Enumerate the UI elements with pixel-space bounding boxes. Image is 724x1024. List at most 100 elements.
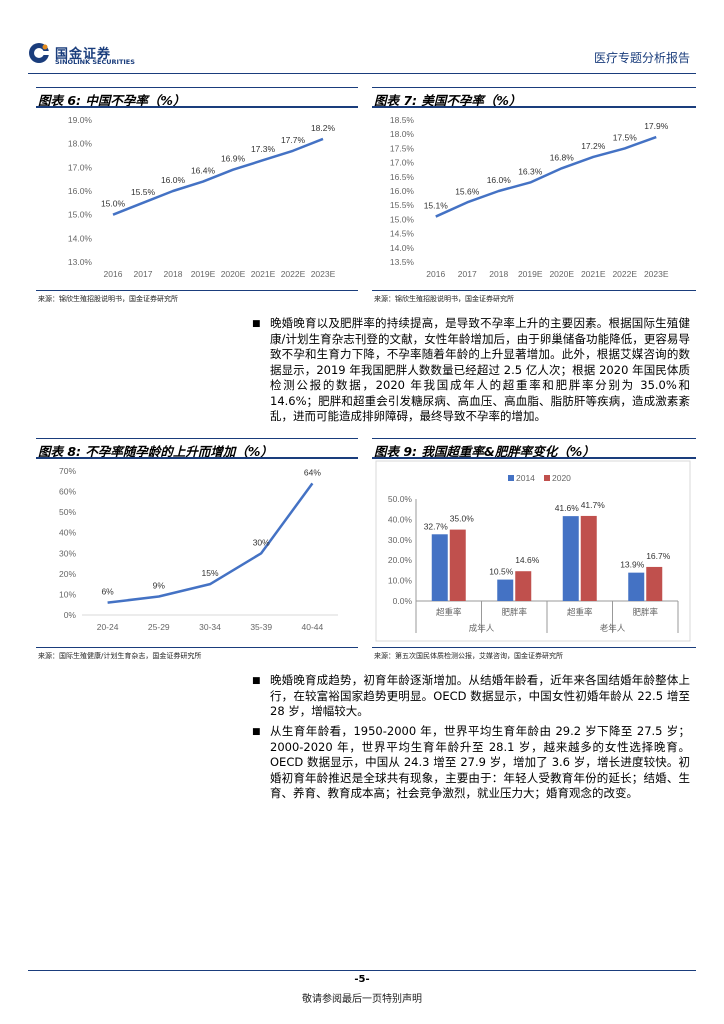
fig9-xtick: 超重率 bbox=[567, 607, 593, 617]
fig7-ytick: 14.0% bbox=[390, 243, 415, 253]
fig7-xtick: 2018 bbox=[489, 269, 508, 279]
fig7-ytick: 16.5% bbox=[390, 172, 415, 182]
fig7-xtick: 2021E bbox=[581, 269, 606, 279]
fig9-ytick: 50.0% bbox=[388, 494, 413, 504]
fig6-ytick: 16.0% bbox=[68, 186, 93, 196]
fig9-group-label: 成年人 bbox=[469, 623, 495, 633]
fig6-data-label: 16.9% bbox=[221, 154, 246, 164]
fig6-data-label: 16.4% bbox=[191, 166, 216, 176]
footer-disclaimer: 敬请参阅最后一页特别声明 bbox=[302, 994, 422, 1005]
fig9-legend-label-2020: 2020 bbox=[552, 473, 571, 483]
page-number: -5- bbox=[354, 974, 370, 985]
fig6-xtick: 2023E bbox=[311, 269, 336, 279]
fig7-data-label: 17.5% bbox=[613, 132, 638, 142]
fig7-ytick: 17.0% bbox=[390, 158, 415, 168]
fig7-data-label: 17.2% bbox=[581, 141, 606, 151]
logo-chinese-name: 国金证券 bbox=[55, 47, 112, 62]
fig8-chart: 0% 10% 20% 30% 40% 50% 60% 70% 20-24 25-29 30-34 35… bbox=[36, 459, 358, 645]
fig7-xtick: 2020E bbox=[549, 269, 574, 279]
paragraph-infertility-factors: 晚婚晚育以及肥胖率的持续提高，是导致不孕率上升的主要因素。根据国际生殖健康/计划… bbox=[270, 316, 690, 423]
fig6-data-label: 15.5% bbox=[131, 187, 156, 197]
fig7-data-label: 16.0% bbox=[487, 175, 512, 185]
paragraph3-bullet: ■ bbox=[252, 727, 261, 737]
fig7-data-label: 16.3% bbox=[518, 166, 543, 176]
fig9-legend-label-2014: 2014 bbox=[516, 473, 535, 483]
fig8-ytick: 30% bbox=[59, 548, 76, 558]
fig6-source: 来源：锦欣生殖招股说明书，国金证券研究所 bbox=[38, 295, 178, 303]
report-type: 医疗专题分析报告 bbox=[593, 51, 690, 65]
fig6-ytick: 18.0% bbox=[68, 139, 93, 149]
fig8-data-label: 30% bbox=[253, 537, 270, 547]
fig9-title: 图表 9: 我国超重率&肥胖率变化（%） bbox=[374, 444, 595, 459]
fig9-top-rule bbox=[372, 438, 696, 439]
fig7-data-label: 15.1% bbox=[424, 201, 449, 211]
fig8-xtick: 25-29 bbox=[148, 622, 170, 632]
fig9-plot-frame bbox=[375, 460, 691, 642]
fig6-series-line bbox=[112, 137, 324, 216]
fig8-ytick: 60% bbox=[59, 487, 76, 497]
fig9-xtick: 超重率 bbox=[436, 607, 462, 617]
fig7-xtick: 2023E bbox=[644, 269, 669, 279]
fig9-legend-swatch-2020 bbox=[544, 475, 550, 481]
fig7-data-label: 16.8% bbox=[550, 152, 575, 162]
sinolink-logo-icon bbox=[29, 43, 49, 63]
fig8-ytick: 0% bbox=[64, 610, 77, 620]
fig9-title-rule bbox=[372, 457, 696, 459]
fig7-series-line bbox=[435, 135, 657, 218]
fig7-xtick: 2016 bbox=[426, 269, 445, 279]
fig8-data-label: 9% bbox=[153, 580, 166, 590]
fig6-top-rule bbox=[36, 87, 358, 88]
fig9-ytick: 30.0% bbox=[388, 535, 413, 545]
paragraph-childbearing-age: 从生育年龄看，1950-2000 年，世界平均生育年龄由 29.2 岁下降至 2… bbox=[270, 724, 690, 800]
fig7-ytick: 18.0% bbox=[390, 129, 415, 139]
fig9-xtick: 肥胖率 bbox=[632, 607, 658, 617]
fig6-title: 图表 6: 中国不孕率（%） bbox=[38, 93, 186, 108]
fig8-bottom-rule bbox=[36, 647, 358, 648]
fig6-bottom-rule bbox=[36, 290, 358, 291]
fig9-bar-2014 bbox=[562, 516, 579, 601]
fig7-ytick: 15.0% bbox=[390, 214, 415, 224]
fig7-xtick: 2022E bbox=[612, 269, 637, 279]
fig8-ytick: 70% bbox=[59, 466, 76, 476]
fig9-data-label-2020: 14.6% bbox=[515, 555, 540, 565]
fig8-xtick: 30-34 bbox=[199, 622, 221, 632]
fig9-ytick: 20.0% bbox=[388, 555, 413, 565]
fig7-ytick: 13.5% bbox=[390, 257, 415, 267]
fig9-bottom-rule bbox=[372, 647, 696, 648]
fig6-xtick: 2017 bbox=[134, 269, 153, 279]
fig6-xtick: 2020E bbox=[221, 269, 246, 279]
logo-english-name: SINOLINK SECURITIES bbox=[55, 58, 135, 66]
fig6-data-label: 17.7% bbox=[281, 135, 306, 145]
fig6-xtick: 2019E bbox=[191, 269, 216, 279]
fig8-title: 图表 8: 不孕率随孕龄的上升而增加（%） bbox=[38, 444, 273, 459]
fig9-data-label-2020: 16.7% bbox=[646, 551, 671, 561]
fig8-ytick: 20% bbox=[59, 569, 76, 579]
fig9-data-label-2014: 41.6% bbox=[555, 503, 580, 513]
fig6-xtick: 2016 bbox=[104, 269, 123, 279]
header-divider bbox=[28, 73, 696, 74]
fig9-bar-2014 bbox=[497, 579, 514, 601]
fig6-ytick: 13.0% bbox=[68, 257, 93, 267]
fig9-bar-2020 bbox=[449, 529, 466, 601]
fig6-xtick: 2021E bbox=[251, 269, 276, 279]
fig9-bar-2020 bbox=[515, 571, 532, 601]
fig7-top-rule bbox=[372, 87, 696, 88]
fig7-ytick: 16.0% bbox=[390, 186, 415, 196]
fig8-data-label: 15% bbox=[201, 568, 218, 578]
fig9-group-label: 老年人 bbox=[600, 623, 626, 633]
paragraph2-bullet: ■ bbox=[252, 676, 261, 686]
fig9-xtick: 肥胖率 bbox=[501, 607, 527, 617]
fig9-data-label-2014: 10.5% bbox=[489, 567, 514, 577]
fig6-title-rule bbox=[36, 106, 358, 108]
paragraph1-bullet: ■ bbox=[252, 319, 261, 329]
fig7-ytick: 17.5% bbox=[390, 143, 415, 153]
fig9-chart: 0.0% 10.0% 20.0% 30.0% 40.0% 50.0% 2014 2020 32.… bbox=[372, 459, 696, 645]
paragraph-late-marriage: 晚婚晚育成趋势，初育年龄逐渐增加。从结婚年龄看，近年来各国结婚年龄整体上行，在较… bbox=[270, 673, 690, 718]
fig8-xtick: 20-24 bbox=[97, 622, 119, 632]
fig7-source: 来源：锦欣生殖招股说明书，国金证券研究所 bbox=[374, 295, 514, 303]
fig8-data-label: 64% bbox=[304, 467, 321, 477]
fig6-xtick: 2022E bbox=[281, 269, 306, 279]
fig9-legend-swatch-2014 bbox=[508, 475, 514, 481]
fig6-ytick: 14.0% bbox=[68, 233, 93, 243]
fig6-ytick: 15.0% bbox=[68, 210, 93, 220]
